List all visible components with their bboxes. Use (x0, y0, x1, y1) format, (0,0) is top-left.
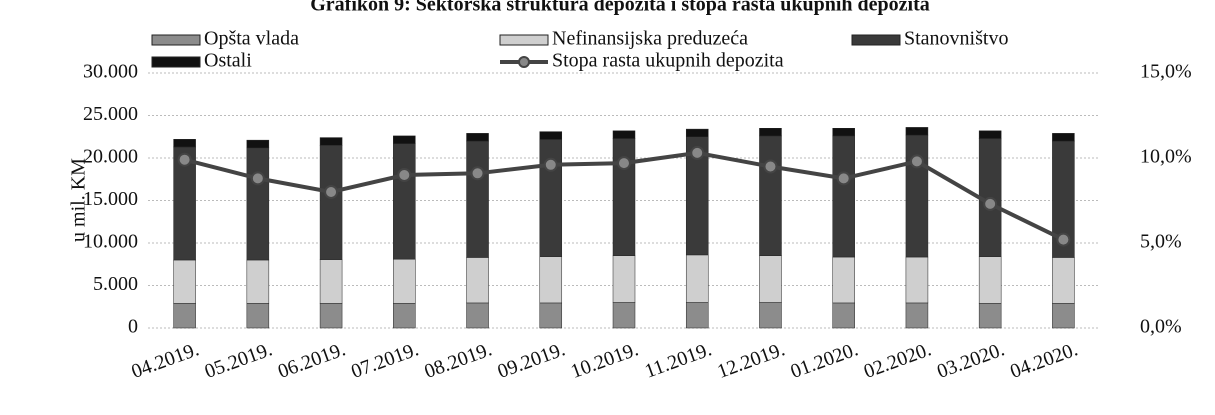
x-tick-label: 06.2019. (275, 338, 348, 383)
bar-segment (319, 145, 343, 260)
y-axis-label: u mil. KM (68, 158, 90, 242)
bar-segment (685, 128, 709, 138)
y2-tick-label: 15,0% (1140, 61, 1192, 83)
bar-segment (393, 303, 416, 329)
x-tick-label: 02.2020. (861, 338, 934, 383)
bar-segment (978, 303, 1002, 329)
x-tick-label: 04.2020. (1007, 338, 1080, 383)
legend-swatch (518, 56, 530, 68)
legend-label: Ostali (204, 50, 252, 72)
x-tick-label: 01.2020. (788, 338, 861, 383)
line-marker (470, 166, 485, 181)
bar-segment (978, 256, 1002, 304)
y-tick-label: 10.000 (83, 231, 138, 253)
bar-segment (685, 302, 709, 329)
y-tick-label: 30.000 (83, 61, 138, 83)
line-marker (250, 171, 265, 186)
x-tick-label: 03.2020. (934, 338, 1007, 383)
bar-segment (905, 127, 929, 136)
bar-segment (905, 256, 929, 304)
legend-swatch (151, 34, 201, 46)
bar-segment (832, 256, 855, 304)
bar-segment (319, 137, 343, 146)
bar-segment (759, 128, 782, 137)
bar-segment (685, 254, 709, 303)
legend-label: Nefinansijska preduzeća (552, 28, 748, 50)
line-marker (983, 196, 998, 211)
bar-segment (393, 258, 416, 304)
bar-segment (539, 302, 563, 329)
bar-segment (1052, 133, 1075, 142)
bar-segment (612, 302, 636, 329)
bar-segment (246, 303, 270, 329)
bar-segment (612, 255, 636, 303)
bar-segment (1052, 257, 1075, 304)
line-marker (397, 168, 412, 182)
x-tick-label: 11.2019. (642, 338, 715, 382)
bar-segment (173, 259, 196, 304)
legend-label: Stopa rasta ukupnih depozita (552, 50, 784, 72)
bar-segment (246, 139, 270, 149)
bar-segment (466, 257, 489, 304)
bar-segment (759, 135, 782, 256)
legend-swatch (499, 34, 549, 46)
bar-segment (319, 259, 343, 304)
legend-label: Opšta vlada (204, 28, 299, 50)
bar-segment (832, 135, 855, 258)
legend-swatch (151, 56, 201, 68)
bar-segment (612, 130, 636, 139)
bar-segment (319, 303, 343, 329)
bar-segment (759, 255, 782, 303)
bar-segment (832, 302, 855, 329)
line-marker (324, 185, 339, 199)
y-tick-label: 25.000 (83, 103, 138, 125)
line-marker (1056, 232, 1071, 247)
bar-segment (905, 302, 929, 329)
bar-segment (466, 133, 489, 142)
y-tick-label: 5.000 (93, 273, 138, 295)
line-marker (763, 159, 778, 174)
y-tick-label: 0 (128, 316, 138, 338)
chart-title: Grafikon 9: Sektorska struktura depozita… (310, 0, 930, 16)
y-tick-label: 20.000 (83, 146, 138, 168)
x-tick-label: 09.2019. (495, 338, 568, 383)
legend-swatch (851, 34, 901, 46)
bar-segment (246, 259, 270, 304)
x-tick-label: 12.2019. (714, 338, 787, 383)
bar-segment (539, 139, 563, 257)
bar-segment (246, 147, 270, 261)
x-tick-label: 05.2019. (202, 338, 275, 383)
line-marker (617, 156, 631, 171)
bar-segment (173, 303, 196, 329)
bar-segment (393, 143, 416, 260)
y2-tick-label: 10,0% (1140, 146, 1192, 168)
bar-segment (1052, 303, 1075, 329)
bar-segment (173, 139, 196, 148)
bar-segment (905, 134, 929, 258)
y2-tick-label: 0,0% (1140, 316, 1182, 338)
x-tick-label: 10.2019. (568, 338, 641, 383)
x-tick-label: 07.2019. (348, 338, 421, 383)
line-marker (836, 171, 851, 186)
bar-segment (612, 138, 636, 256)
y2-tick-label: 5,0% (1140, 231, 1182, 253)
bar-segment (466, 302, 489, 329)
bar-segment (466, 140, 489, 258)
line-marker (543, 157, 558, 172)
bar-segment (539, 131, 563, 140)
y-tick-label: 15.000 (83, 188, 138, 210)
bar-segment (978, 130, 1002, 139)
legend-label: Stanovništvo (904, 28, 1008, 50)
line-marker (909, 154, 924, 169)
bar-segment (393, 135, 416, 144)
x-tick-label: 04.2019. (129, 338, 202, 383)
bar-segment (539, 256, 563, 304)
bar-segment (759, 302, 782, 329)
x-tick-label: 08.2019. (422, 338, 495, 383)
line-marker (690, 145, 705, 160)
line-marker (177, 152, 192, 167)
bar-segment (832, 128, 855, 137)
